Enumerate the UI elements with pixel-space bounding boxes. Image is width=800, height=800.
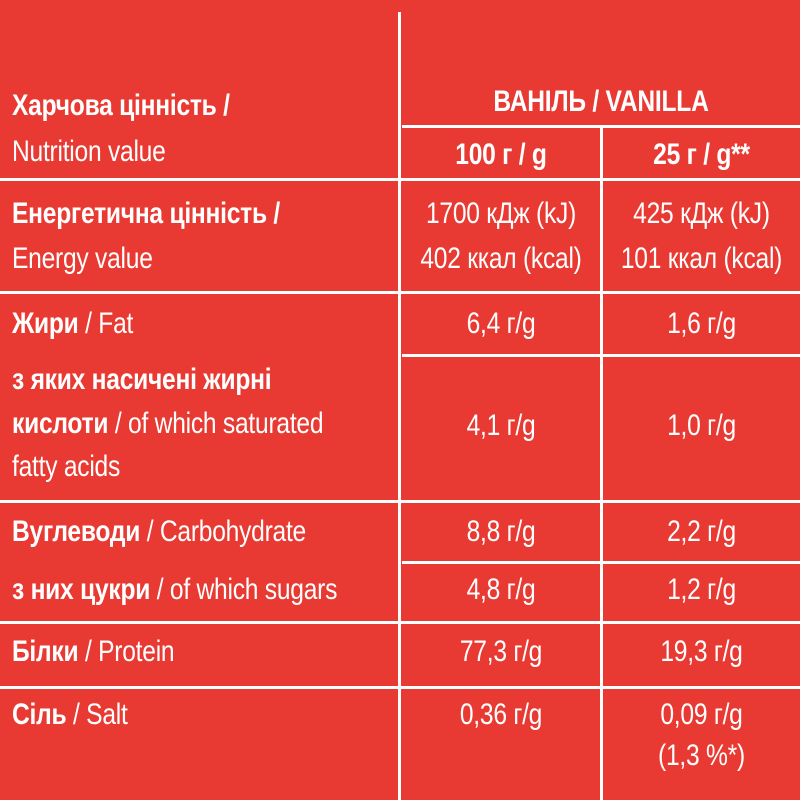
flavor-title: ВАНІЛЬ / VANILLA [493,85,709,118]
salt-label-en: / Salt [72,698,128,731]
energy-label-en: Energy value [12,242,153,275]
carbohydrate-100g: 8,8 г/g [466,515,536,548]
sugars-label-en: / of which sugars [156,573,338,606]
fat-25g: 1,6 г/g [667,307,736,340]
protein-25g: 19,3 г/g [660,635,743,668]
column-header-100g: 100 г / g [455,138,547,171]
divider-protein [0,686,800,689]
column-header-25g: 25 г / g** [653,138,750,171]
salt-label-uk: Сіль [12,698,67,731]
salt-25g: 0,09 г/g [660,698,743,731]
sugars-25g: 1,2 г/g [667,573,736,606]
fat-100g: 6,4 г/g [466,307,536,340]
carbohydrate-label-uk: Вуглеводи [12,515,141,548]
divider-carbohydrate [402,561,800,564]
fat-label-uk: Жири [12,307,79,340]
salt-label: Сіль / Salt [12,697,128,733]
salt-25g-reference-intake: (1,3 %*) [658,739,745,772]
energy-25g-kcal: 101 ккал (kcal) [620,242,783,275]
divider-header [0,178,800,181]
energy-100g-kj: 1700 кДж (kJ) [425,197,577,230]
protein-label-uk: Білки [12,635,79,668]
energy-25g-kj: 425 кДж (kJ) [633,197,770,230]
header-label-uk: Харчова цінність / [12,89,230,122]
salt-100g: 0,36 г/g [459,698,543,731]
divider-fat [402,354,800,357]
saturated-label-uk-2: кислоти [12,407,109,440]
sugars-label-uk: з них цукри [12,573,151,606]
saturated-label-en-3: fatty acids [12,450,121,483]
sugars-label: з них цукри / of which sugars [12,572,337,608]
fat-label-en: / Fat [85,307,134,340]
divider-saturated [0,500,800,503]
energy-label-uk: Енергетична цінність / [12,197,281,230]
column-divider-values [600,127,603,800]
energy-100g-kcal: 402 ккал (kcal) [420,242,582,275]
saturated-25g: 1,0 г/g [667,409,736,442]
fat-label: Жири / Fat [12,306,133,342]
header-label-en: Nutrition value [12,135,166,168]
carbohydrate-label-en: / Carbohydrate [146,515,307,548]
divider-flavor [402,125,800,128]
saturated-100g: 4,1 г/g [466,409,536,442]
protein-label-en: / Protein [84,635,175,668]
saturated-label-en-2: / of which saturated [114,407,324,440]
divider-energy [0,291,800,294]
protein-100g: 77,3 г/g [459,635,543,668]
saturated-label-2: кислоти / of which saturated [12,406,324,442]
protein-label: Білки / Protein [12,634,175,670]
divider-sugars [0,621,800,624]
carbohydrate-25g: 2,2 г/g [667,515,736,548]
column-divider-label [398,12,401,800]
carbohydrate-label: Вуглеводи / Carbohydrate [12,514,306,550]
sugars-100g: 4,8 г/g [466,573,536,606]
saturated-label-uk-1: з яких насичені жирні [12,363,272,396]
